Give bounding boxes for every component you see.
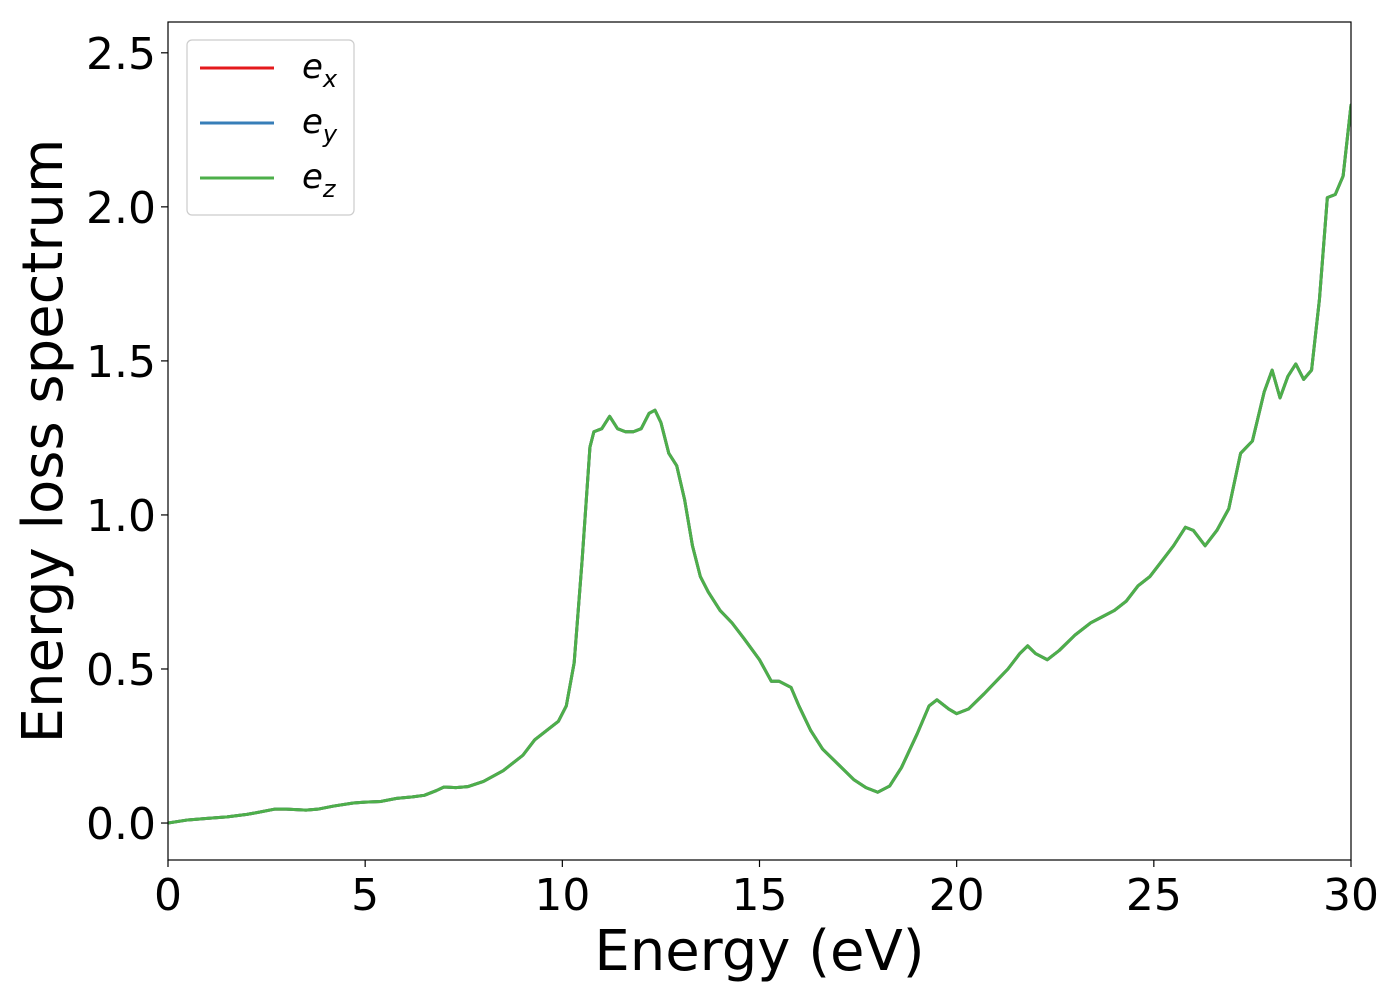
y-tick-label: 2.5 — [86, 29, 156, 80]
y-axis-title: Energy loss spectrum — [11, 139, 76, 744]
y-tick-label: 2.0 — [86, 183, 156, 234]
ticks-layer: 0 5 10 15 20 25 30 0.0 0.5 1.0 1.5 2.0 2.5 — [86, 29, 1379, 921]
legend-label-ex: ex — [302, 47, 338, 93]
x-axis-title: Energy (eV) — [594, 919, 924, 984]
x-tick-label: 25 — [1126, 870, 1182, 921]
x-tick-label: 5 — [351, 870, 379, 921]
y-tick-label: 1.5 — [86, 337, 156, 388]
legend-label-ey: ey — [302, 102, 338, 148]
series-line-e-z — [168, 103, 1351, 825]
series-layer — [168, 103, 1351, 825]
legend: ex ey ez — [186, 39, 355, 216]
legend-box — [186, 39, 355, 216]
x-tick-label: 30 — [1323, 870, 1379, 921]
y-tick-label: 0.0 — [86, 799, 156, 850]
x-tick-label: 20 — [929, 870, 985, 921]
legend-label-ez: ez — [302, 157, 337, 203]
x-tick-label: 15 — [732, 870, 788, 921]
y-tick-label: 1.0 — [86, 491, 156, 542]
y-tick-label: 0.5 — [86, 645, 156, 696]
x-tick-label: 0 — [154, 870, 182, 921]
x-tick-label: 10 — [534, 870, 590, 921]
